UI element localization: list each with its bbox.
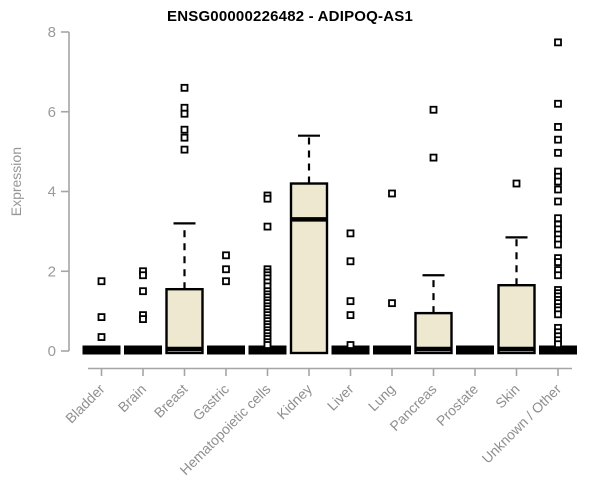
box-prostate (456, 345, 494, 355)
category-label-unknown-other: Unknown / Other (479, 381, 565, 467)
outlier-point (346, 341, 355, 349)
outlier-point (554, 271, 562, 280)
outlier-point (139, 287, 147, 296)
outlier-point (263, 341, 272, 349)
outlier-point (97, 277, 106, 286)
box-lung (373, 345, 411, 355)
outlier-point (139, 271, 147, 280)
outlier-point (554, 340, 562, 349)
outlier-point (222, 251, 230, 260)
outlier-point (554, 240, 562, 249)
outlier-point (180, 125, 189, 134)
box-breast (165, 287, 204, 355)
outlier-point (388, 299, 396, 308)
outlier-point (180, 109, 189, 118)
outlier-point (554, 38, 562, 47)
category-label-brain: Brain (115, 381, 149, 415)
category-label-breast: Breast (151, 381, 191, 421)
category-label-bladder: Bladder (62, 381, 108, 427)
chart-title: ENSG00000226482 - ADIPOQ-AS1 (167, 8, 413, 25)
outlier-point (346, 311, 355, 320)
outlier-point (222, 277, 230, 286)
y-tick-label: 6 (48, 104, 56, 121)
outlier-point (554, 258, 562, 266)
outlier-point (554, 197, 562, 206)
outlier-point (554, 99, 562, 108)
y-tick-label: 8 (48, 24, 56, 41)
box-kidney (289, 182, 329, 355)
outlier-point (554, 310, 562, 319)
outlier-point (180, 145, 189, 154)
outlier-point (429, 105, 438, 114)
outlier-point (263, 222, 272, 231)
outlier-point (139, 315, 147, 324)
box-liver (331, 345, 370, 355)
outlier-point (346, 297, 355, 306)
box-pancreas (414, 311, 453, 355)
box-hematopoietic-cells (248, 345, 287, 355)
outlier-point (263, 194, 272, 203)
box-gastric (207, 345, 245, 355)
category-label-prostate: Prostate (433, 381, 481, 429)
outlier-point (554, 185, 562, 194)
outlier-point (554, 177, 562, 186)
y-tick-label: 2 (48, 263, 56, 280)
box-unknown-other (539, 345, 577, 355)
outlier-point (97, 333, 106, 341)
outlier-point (554, 148, 562, 157)
outlier-point (429, 153, 438, 162)
outlier-point (554, 135, 562, 144)
outlier-point (180, 83, 189, 92)
box-brain (124, 345, 162, 355)
outlier-point (180, 133, 189, 142)
box-bladder (82, 345, 121, 355)
box-skin (497, 284, 536, 355)
category-label-kidney: Kidney (274, 381, 316, 423)
outlier-point (554, 123, 562, 131)
outlier-point (97, 313, 106, 322)
y-tick-label: 4 (48, 184, 56, 201)
outlier-point (222, 265, 230, 274)
y-tick-label: 0 (48, 343, 56, 360)
outlier-point (554, 214, 562, 223)
outlier-point (388, 189, 396, 198)
outlier-point (346, 229, 355, 238)
category-label-lung: Lung (365, 381, 398, 414)
category-label-skin: Skin (492, 381, 523, 412)
category-label-liver: Liver (324, 381, 357, 414)
outlier-point (512, 179, 521, 188)
outlier-point (346, 257, 355, 266)
